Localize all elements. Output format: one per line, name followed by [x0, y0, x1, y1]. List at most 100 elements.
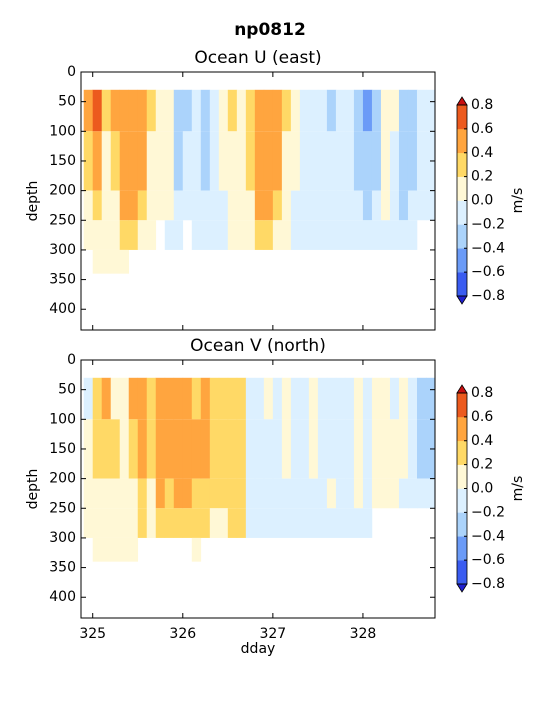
cell: [407, 419, 418, 479]
cell: [101, 89, 112, 132]
cell: [155, 89, 166, 132]
cell: [236, 131, 247, 191]
cell: [362, 190, 373, 221]
cell: [128, 89, 139, 132]
cell: [119, 419, 130, 479]
cell: [146, 190, 157, 221]
cell: [236, 190, 247, 221]
cell: [299, 220, 310, 250]
cell: [101, 478, 112, 509]
cell: [362, 377, 373, 420]
cell: [272, 478, 283, 509]
cell: [425, 377, 436, 420]
colorbar-swatch: [457, 200, 467, 225]
cell: [146, 377, 157, 420]
cell: [227, 190, 238, 221]
cell: [236, 419, 247, 479]
y-tick-label: 100: [49, 123, 76, 139]
cell: [227, 220, 238, 250]
cell: [326, 89, 337, 132]
cell: [317, 89, 328, 132]
cell: [425, 89, 436, 132]
cell: [407, 478, 418, 509]
colorbar-swatch: [457, 464, 467, 489]
cell: [335, 508, 346, 538]
cell: [353, 220, 364, 250]
cell: [164, 89, 175, 132]
cell: [227, 419, 238, 479]
cell: [416, 190, 427, 221]
cell: [254, 478, 265, 509]
cell: [155, 419, 166, 479]
cell: [200, 220, 211, 250]
cell: [254, 220, 265, 250]
cell: [317, 478, 328, 509]
cell: [182, 190, 193, 221]
cell: [155, 190, 166, 221]
cell: [182, 377, 193, 420]
cell: [398, 190, 409, 221]
cell: [227, 508, 238, 538]
cell: [128, 377, 139, 420]
cell: [308, 89, 319, 132]
cell: [182, 89, 193, 132]
cell: [263, 478, 274, 509]
cell: [362, 478, 373, 509]
cell: [245, 508, 256, 538]
cell: [281, 478, 292, 509]
cell: [137, 190, 148, 221]
x-axis-label: dday: [241, 641, 276, 657]
cell: [299, 377, 310, 420]
cell: [389, 131, 400, 191]
cell: [128, 419, 139, 479]
cell: [308, 190, 319, 221]
cell: [272, 131, 283, 191]
cell: [83, 508, 94, 538]
cell: [281, 89, 292, 132]
colorbar-label: m/s: [510, 476, 526, 502]
cell: [263, 190, 274, 221]
cell: [137, 419, 148, 479]
cell: [110, 377, 121, 420]
cell: [236, 478, 247, 509]
cell: [416, 89, 427, 132]
cell: [173, 89, 184, 132]
cell: [227, 478, 238, 509]
chart-title: Ocean U (east): [194, 48, 321, 68]
cell: [317, 220, 328, 250]
cell: [236, 377, 247, 420]
y-tick-label: 0: [67, 352, 76, 368]
cell: [173, 190, 184, 221]
cell: [209, 478, 220, 509]
cell: [218, 478, 229, 509]
y-tick-label: 50: [58, 94, 76, 110]
cell: [101, 220, 112, 250]
cell: [119, 220, 130, 250]
cell: [263, 131, 274, 191]
cell: [119, 131, 130, 191]
cell: [92, 190, 103, 221]
cell: [191, 508, 202, 538]
cell: [335, 190, 346, 221]
cell: [344, 419, 355, 479]
cell: [200, 419, 211, 479]
colorbar-swatch: [457, 224, 467, 249]
cell: [209, 419, 220, 479]
cell: [389, 478, 400, 509]
cell: [200, 508, 211, 538]
cell: [317, 131, 328, 191]
y-tick-label: 350: [49, 560, 76, 576]
cell: [353, 377, 364, 420]
cell: [218, 220, 229, 250]
x-tick-label: 325: [79, 626, 106, 642]
cell: [182, 508, 193, 538]
cell: [119, 537, 130, 562]
cell: [254, 89, 265, 132]
cell: [227, 89, 238, 132]
chart-title: Ocean V (north): [190, 336, 326, 356]
cell: [128, 537, 139, 562]
cell: [101, 131, 112, 191]
colorbar-swatch: [457, 416, 467, 442]
cell: [371, 220, 382, 250]
colorbar-swatch: [457, 440, 467, 465]
